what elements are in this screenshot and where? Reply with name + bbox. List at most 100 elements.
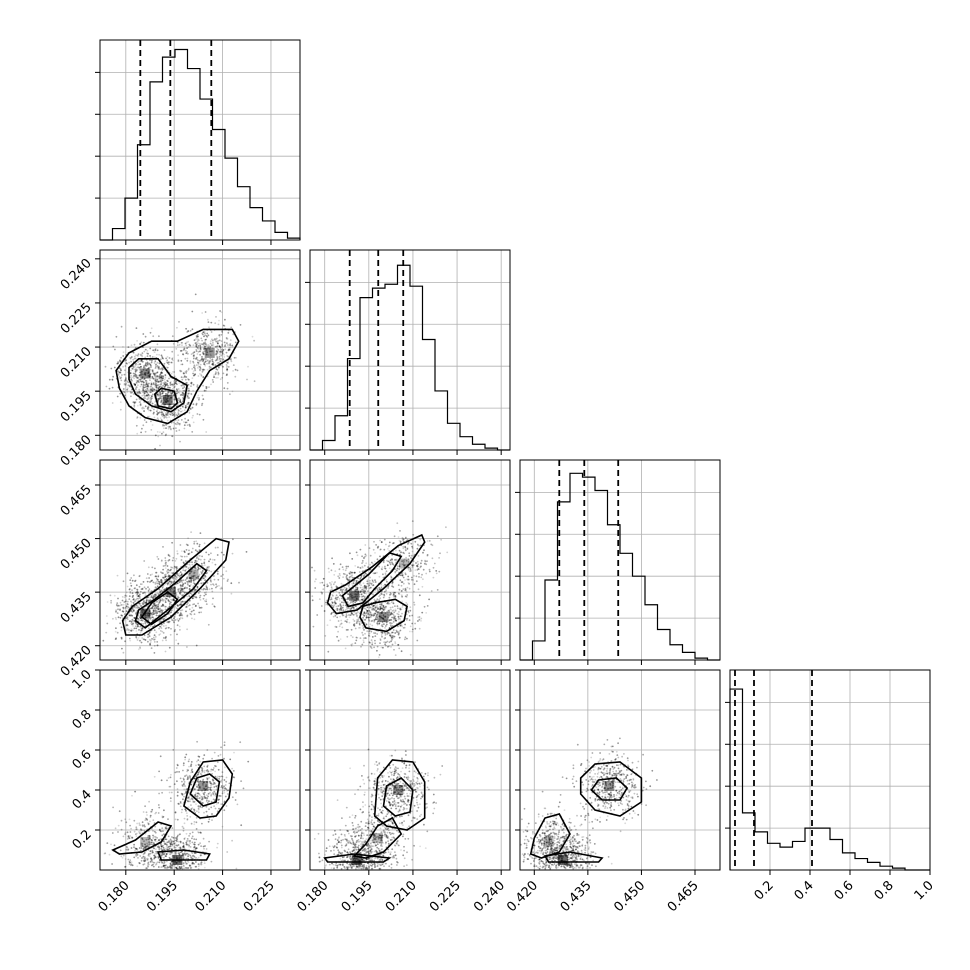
scatter-point — [199, 367, 202, 370]
scatter-point — [158, 602, 160, 605]
scatter-point — [134, 373, 137, 376]
scatter-point — [205, 603, 208, 605]
scatter-point — [162, 604, 165, 607]
scatter-point — [192, 609, 195, 612]
scatter-point — [147, 375, 150, 377]
scatter-point — [340, 619, 343, 622]
scatter-point — [200, 348, 202, 351]
scatter-point — [384, 567, 387, 570]
scatter-point — [110, 367, 113, 370]
scatter-point — [130, 628, 133, 631]
scatter-point — [117, 608, 119, 611]
scatter-point — [113, 366, 116, 369]
scatter-point — [134, 383, 137, 386]
scatter-point — [199, 363, 202, 366]
scatter-point — [206, 567, 209, 569]
scatter-point — [383, 641, 386, 644]
scatter-point — [135, 327, 138, 329]
scatter-point — [160, 412, 163, 414]
scatter-point — [175, 388, 178, 391]
scatter-point — [404, 572, 407, 575]
scatter-point — [185, 405, 188, 408]
scatter-point — [388, 619, 391, 622]
scatter-point — [122, 610, 125, 613]
scatter-point — [197, 350, 200, 353]
scatter-point — [113, 594, 116, 597]
scatter-point — [213, 374, 215, 376]
scatter-point — [229, 339, 232, 341]
scatter-point — [216, 357, 219, 360]
scatter-point — [365, 608, 368, 611]
scatter-point — [196, 358, 198, 360]
scatter-point — [137, 591, 140, 594]
scatter-point — [224, 343, 227, 346]
scatter-point — [416, 565, 419, 568]
scatter-point — [191, 431, 194, 433]
scatter-point — [187, 368, 190, 371]
scatter-point — [203, 542, 206, 545]
scatter-point — [121, 614, 123, 617]
scatter-point — [126, 388, 129, 391]
scatter-point — [181, 394, 184, 396]
scatter-point — [175, 639, 178, 642]
scatter-point — [176, 383, 178, 386]
scatter-point — [400, 584, 403, 587]
scatter-point — [166, 412, 169, 415]
y-tick-label: 0.240 — [58, 256, 95, 293]
scatter-point — [180, 401, 183, 404]
scatter-point — [428, 568, 431, 571]
scatter-point — [135, 362, 137, 365]
scatter-point — [341, 566, 344, 568]
scatter-point — [106, 601, 109, 603]
scatter-point — [207, 334, 210, 337]
scatter-point — [164, 384, 167, 387]
scatter-point — [205, 358, 207, 361]
scatter-point — [168, 602, 171, 605]
scatter-point — [186, 615, 189, 618]
scatter-point — [117, 604, 120, 607]
scatter-point — [397, 643, 400, 646]
scatter-point — [408, 570, 411, 573]
scatter-point — [181, 405, 184, 408]
scatter-point — [220, 340, 223, 343]
scatter-point — [331, 601, 334, 604]
scatter-point — [394, 558, 397, 561]
scatter-point — [379, 539, 381, 542]
scatter-point — [213, 578, 216, 581]
scatter-point — [398, 630, 400, 633]
scatter-point — [145, 602, 148, 604]
scatter-point — [149, 643, 152, 646]
scatter-point — [191, 609, 194, 612]
scatter-point — [124, 383, 127, 386]
scatter-point — [209, 357, 212, 360]
scatter-point — [324, 603, 327, 606]
scatter-point — [232, 538, 234, 541]
scatter-point — [195, 348, 198, 351]
scatter-point — [349, 552, 351, 555]
scatter-point — [340, 622, 343, 625]
scatter-point — [193, 618, 196, 621]
scatter-point — [216, 362, 219, 365]
scatter-point — [404, 537, 407, 539]
density-peak — [162, 395, 173, 405]
scatter-point — [174, 628, 177, 631]
scatter-point — [161, 392, 164, 395]
scatter-point — [363, 612, 366, 614]
scatter-point — [175, 348, 178, 350]
scatter-point — [214, 345, 217, 348]
scatter-point — [195, 343, 198, 346]
scatter-point — [131, 589, 133, 591]
scatter-point — [162, 637, 165, 639]
scatter-point — [211, 603, 214, 605]
scatter-point — [361, 562, 363, 565]
scatter-point — [220, 311, 223, 314]
scatter-point — [188, 835, 191, 837]
scatter-point — [157, 380, 160, 383]
scatter-point — [135, 375, 138, 378]
scatter-point — [151, 388, 153, 390]
scatter-point — [176, 633, 178, 636]
scatter-point — [111, 386, 114, 389]
scatter-point — [141, 352, 144, 354]
scatter-point — [351, 601, 354, 603]
scatter-point — [223, 387, 226, 390]
